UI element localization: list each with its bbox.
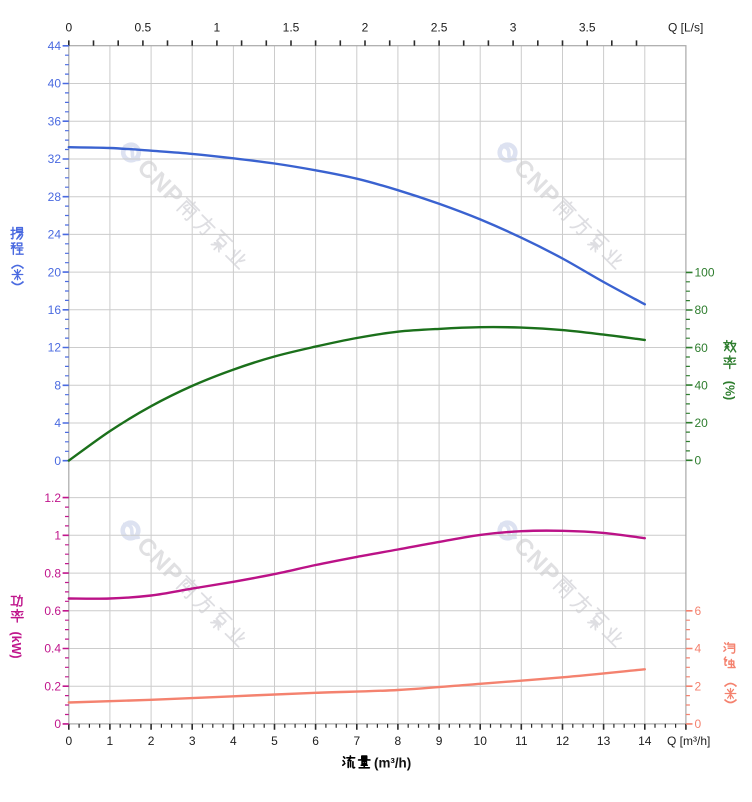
svg-text:20: 20 [695,416,709,430]
svg-text:2: 2 [695,679,702,693]
svg-text:32: 32 [48,152,62,166]
svg-text:7: 7 [353,734,360,748]
svg-text:40: 40 [695,378,709,392]
svg-text:8: 8 [54,379,61,393]
svg-text:0.4: 0.4 [44,642,61,656]
svg-text:36: 36 [48,114,62,128]
svg-text:Q [m³/h]: Q [m³/h] [667,734,710,748]
svg-text:60: 60 [695,341,709,355]
svg-text:0: 0 [695,454,702,468]
svg-text:44: 44 [48,39,62,53]
svg-text:1.5: 1.5 [283,21,300,35]
svg-text:2.5: 2.5 [431,21,448,35]
svg-text:4: 4 [695,642,702,656]
svg-text:1.2: 1.2 [44,491,61,505]
svg-text:4: 4 [54,416,61,430]
svg-text:2: 2 [362,21,369,35]
svg-text:24: 24 [48,228,62,242]
svg-text:(%): (%) [723,381,737,400]
svg-text:80: 80 [695,303,709,317]
svg-text:0: 0 [65,21,72,35]
svg-text:5: 5 [271,734,278,748]
svg-text:1: 1 [107,734,114,748]
svg-text:0: 0 [695,717,702,731]
svg-text:28: 28 [48,190,62,204]
svg-text:0: 0 [54,717,61,731]
svg-text:8: 8 [395,734,402,748]
svg-text:3.5: 3.5 [579,21,596,35]
svg-text:4: 4 [230,734,237,748]
svg-text:100: 100 [695,266,715,280]
svg-text:20: 20 [48,265,62,279]
svg-text:1: 1 [54,529,61,543]
svg-text:13: 13 [597,734,611,748]
svg-text:16: 16 [48,303,62,317]
svg-text:10: 10 [474,734,488,748]
svg-text:0.6: 0.6 [44,604,61,618]
svg-text:12: 12 [48,341,62,355]
svg-text:14: 14 [638,734,652,748]
svg-text:Q [L/s]: Q [L/s] [668,21,703,35]
svg-text:0.5: 0.5 [135,21,152,35]
svg-text:2: 2 [148,734,155,748]
svg-text:12: 12 [556,734,570,748]
svg-text:0.2: 0.2 [44,679,61,693]
svg-text:40: 40 [48,77,62,91]
svg-text:6: 6 [312,734,319,748]
svg-text:(m³/h): (m³/h) [374,756,411,771]
svg-text:3: 3 [189,734,196,748]
svg-text:(kW): (kW) [9,631,23,658]
svg-text:0.8: 0.8 [44,566,61,580]
svg-text:11: 11 [515,734,528,748]
svg-text:6: 6 [695,604,702,618]
svg-text:9: 9 [436,734,443,748]
svg-text:0: 0 [54,454,61,468]
svg-text:1: 1 [214,21,221,35]
svg-text:0: 0 [65,734,72,748]
svg-text:3: 3 [510,21,517,35]
